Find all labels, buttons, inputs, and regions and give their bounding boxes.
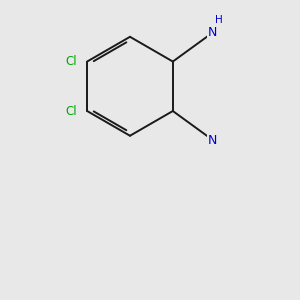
Text: Cl: Cl [65, 104, 77, 118]
Text: N: N [208, 134, 218, 147]
Text: N: N [208, 26, 218, 39]
Text: Cl: Cl [65, 55, 77, 68]
Text: H: H [215, 15, 223, 25]
